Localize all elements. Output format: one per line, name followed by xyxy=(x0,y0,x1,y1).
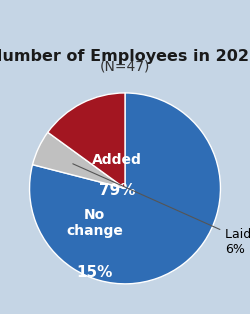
Wedge shape xyxy=(32,132,125,188)
Text: No
change: No change xyxy=(66,208,123,238)
Title: Number of Employees in 2021: Number of Employees in 2021 xyxy=(0,49,250,64)
Text: Laid off
6%: Laid off 6% xyxy=(73,164,250,256)
Text: 15%: 15% xyxy=(76,265,113,280)
Text: 79%: 79% xyxy=(99,183,136,198)
Text: (N=47): (N=47) xyxy=(100,60,150,73)
Wedge shape xyxy=(48,93,125,188)
Wedge shape xyxy=(30,93,220,284)
Text: Added: Added xyxy=(92,154,142,167)
